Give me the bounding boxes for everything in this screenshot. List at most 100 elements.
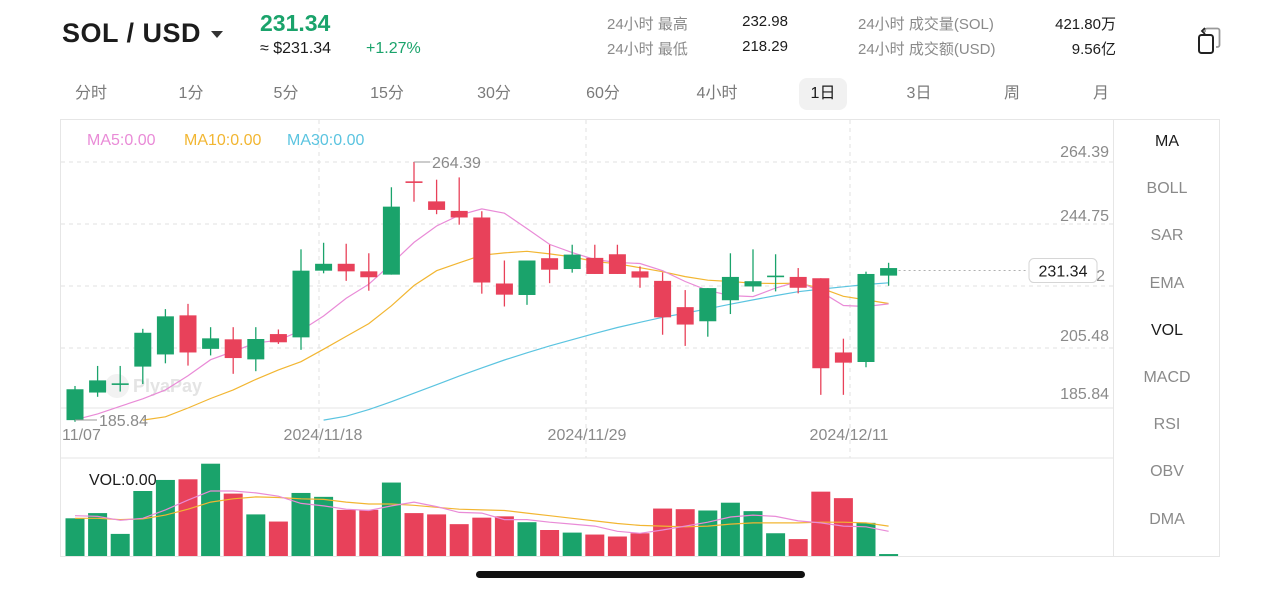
indicator-dma[interactable]: DMA: [1149, 510, 1185, 528]
volume-bar: [653, 508, 673, 556]
indicator-macd[interactable]: MACD: [1143, 369, 1191, 386]
volume-bar: [314, 496, 334, 556]
stat-value-volume: 421.80万: [1055, 16, 1116, 33]
volume-label: VOL:0.00: [89, 472, 157, 489]
candle-up: [156, 316, 174, 355]
candle-down: [834, 352, 852, 363]
timeframe-tab[interactable]: 1分: [178, 85, 204, 102]
candle-down: [179, 315, 197, 353]
stat-label-volume: 24小时 成交量(SOL): [858, 16, 994, 33]
candle-up: [111, 383, 129, 385]
indicator-boll[interactable]: BOLL: [1146, 180, 1188, 198]
y-tick-label: 264.39: [1060, 144, 1109, 161]
volume-bar: [336, 509, 356, 556]
stat-label-low: 24小时 最低: [607, 41, 688, 58]
timeframe-tab[interactable]: 月: [1092, 85, 1109, 102]
candle-up: [857, 273, 875, 362]
volume-bar: [856, 522, 876, 556]
timeframe-tab[interactable]: 5分: [273, 85, 299, 102]
x-axis-label: 2024/11/18: [284, 427, 363, 444]
volume-ma5-line: [74, 490, 889, 534]
indicator-vol[interactable]: VOL: [1150, 321, 1183, 339]
y-tick-label: 244.75: [1060, 208, 1109, 225]
candle-up: [382, 206, 400, 275]
volume-bar: [517, 522, 537, 556]
watermark-text: PlyaPay: [133, 376, 202, 396]
stat-value-turnover: 9.56亿: [1071, 41, 1116, 58]
volume-bar: [65, 518, 85, 556]
candle-down: [812, 278, 830, 369]
candle-down: [224, 339, 242, 359]
volume-bar: [110, 533, 130, 556]
candle-up: [721, 276, 739, 301]
candle-up: [563, 254, 581, 270]
volume-bar: [811, 491, 831, 556]
timeframe-tab[interactable]: 30分: [477, 85, 511, 102]
candle-up: [66, 389, 84, 421]
volume-bar: [766, 533, 786, 556]
timeframe-tab[interactable]: 分时: [74, 85, 107, 102]
home-indicator[interactable]: [476, 571, 805, 578]
volume-bar: [562, 532, 582, 556]
volume-bar: [494, 516, 514, 556]
legend-ma30: MA30:0.00: [287, 132, 364, 149]
stat-label-turnover: 24小时 成交额(USD): [858, 41, 996, 58]
indicator-ema[interactable]: EMA: [1149, 274, 1185, 292]
candlestick-chart[interactable]: PlyaPay MA5:0.00 MA10:0.00 MA30:0.00 264.39 2…: [61, 120, 1114, 558]
timeframe-tab[interactable]: 15分: [370, 85, 404, 102]
timeframe-tab[interactable]: 60分: [586, 85, 620, 102]
volume-bar: [630, 533, 650, 556]
ma30-line: [323, 282, 889, 421]
last-price: 231.34: [260, 10, 331, 36]
timeframe-tab[interactable]: 1日: [799, 78, 847, 110]
indicator-obv[interactable]: OBV: [1150, 463, 1184, 481]
y-tick-label: 185.84: [1060, 386, 1109, 403]
candle-up: [247, 339, 265, 360]
y-tick-label: 205.48: [1060, 328, 1109, 345]
volume-bar: [359, 509, 379, 556]
volume-bar: [291, 492, 311, 556]
candle-down: [541, 258, 559, 270]
candle-up: [767, 275, 785, 278]
chevron-down-icon: [211, 31, 224, 38]
indicator-sar[interactable]: SAR: [1150, 227, 1184, 245]
volume-bar: [155, 479, 175, 556]
candle-up: [202, 338, 220, 349]
candle-down: [450, 210, 468, 218]
candle-down: [428, 201, 446, 210]
candle-down: [586, 257, 604, 274]
volume-bar: [720, 502, 740, 556]
price-change: +1.27%: [366, 40, 421, 57]
current-price-box: [1028, 258, 1098, 284]
volume-bar: [472, 517, 492, 556]
candle-up: [134, 332, 152, 367]
candle-up: [89, 380, 107, 393]
pair-name: SOL / USD: [62, 18, 202, 48]
volume-bar: [879, 554, 899, 556]
indicator-ma[interactable]: MA: [1155, 133, 1179, 150]
timeframe-tab[interactable]: 3日: [906, 85, 932, 102]
timeframe-tab[interactable]: 周: [1003, 85, 1020, 102]
legend-ma5: MA5:0.00: [87, 132, 156, 149]
pair-selector[interactable]: SOL / USD: [62, 18, 224, 49]
stat-value-high: 232.98: [742, 13, 788, 30]
candle-down: [676, 307, 694, 325]
stat-label-high: 24小时 最高: [607, 16, 688, 33]
volume-bar: [223, 493, 243, 556]
chart-panel[interactable]: PlyaPay MA5:0.00 MA10:0.00 MA30:0.00 264.39 2…: [60, 119, 1220, 557]
candle-down: [360, 271, 378, 278]
current-price-label: 231.34: [1039, 264, 1088, 281]
volume-ma10-line: [75, 496, 889, 528]
candle-up: [315, 263, 333, 271]
volume-bar: [698, 510, 718, 556]
candle-up: [518, 260, 536, 295]
candle-down: [608, 254, 626, 274]
volume-bar: [449, 524, 469, 556]
volume-bar: [201, 463, 221, 556]
volume-bar: [675, 509, 695, 556]
timeframe-tabs: 分时 1分 5分 15分 30分 60分 4小时 1日 3日 周 月: [60, 78, 1220, 112]
indicator-rsi[interactable]: RSI: [1153, 416, 1181, 434]
timeframe-tab[interactable]: 4小时: [696, 85, 738, 102]
copy-icon[interactable]: [1196, 26, 1224, 56]
ma5-line: [74, 208, 889, 421]
